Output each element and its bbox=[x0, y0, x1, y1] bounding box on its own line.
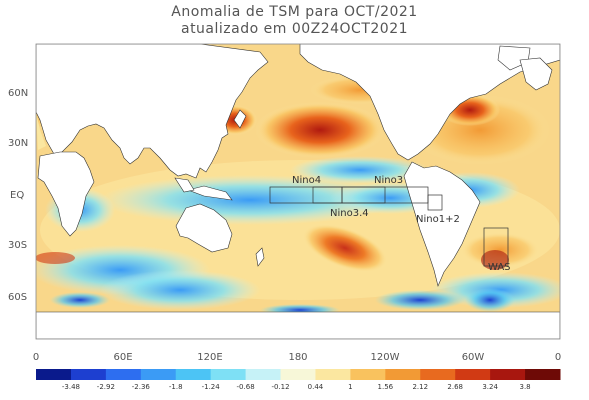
colorbar-swatch bbox=[210, 369, 247, 380]
lon-label: 180 bbox=[288, 352, 307, 363]
colorbar-swatch bbox=[455, 369, 491, 380]
lon-label: 0 bbox=[555, 352, 561, 363]
map-title: Anomalia de TSM para OCT/2021 bbox=[171, 4, 418, 20]
colorbar-swatch bbox=[490, 369, 526, 380]
colorbar-tick-label: 3.24 bbox=[482, 383, 498, 391]
lat-label: 30N bbox=[8, 138, 28, 149]
colorbar-tick-label: -0.68 bbox=[237, 383, 255, 391]
was-box bbox=[483, 227, 509, 267]
lat-label: EQ bbox=[10, 190, 24, 201]
colorbar-tick-label: 3.8 bbox=[519, 383, 530, 391]
colorbar-tick-label: -2.36 bbox=[132, 383, 151, 391]
nino3-label: Nino3 bbox=[374, 175, 403, 186]
nino-labels: Nino4 Nino3 Nino3.4 Nino1+2 WAS bbox=[292, 175, 511, 273]
land-masses bbox=[36, 44, 560, 339]
lat-label: 30S bbox=[8, 240, 27, 251]
colorbar-swatch bbox=[280, 369, 316, 380]
colorbar-tick-label: 2.68 bbox=[447, 383, 463, 391]
colorbar-swatch bbox=[105, 369, 142, 380]
colorbar-swatch bbox=[36, 369, 72, 380]
colorbar-tick-label: 2.12 bbox=[412, 383, 428, 391]
longitude-labels: 0 60E 120E 180 120W 60W 0 bbox=[33, 352, 561, 363]
lat-label: 60S bbox=[8, 292, 27, 303]
colorbar-tick-label: 1 bbox=[348, 383, 352, 391]
lon-label: 60W bbox=[462, 352, 485, 363]
nino12-label: Nino1+2 bbox=[416, 214, 460, 225]
colorbar-swatch bbox=[350, 369, 386, 380]
colorbar-tick-label: -3.48 bbox=[62, 383, 80, 391]
latitude-labels: 60N 30N EQ 30S 60S bbox=[8, 88, 28, 303]
nino34-box bbox=[312, 186, 386, 204]
lon-label: 120W bbox=[371, 352, 400, 363]
colorbar-tick-label: 0.44 bbox=[308, 383, 324, 391]
colorbar-tick-label: -0.12 bbox=[271, 383, 289, 391]
lat-label: 60N bbox=[8, 88, 28, 99]
was-label: WAS bbox=[488, 262, 511, 273]
colorbar-swatch bbox=[245, 369, 282, 380]
map-frame bbox=[35, 43, 561, 340]
colorbar-tick-label: -1.8 bbox=[169, 383, 183, 391]
lon-label: 0 bbox=[33, 352, 39, 363]
colorbar: -3.48 -2.92 -2.36 -1.8 -1.24 -0.68 -0.12 0.44 1 1… bbox=[36, 369, 561, 391]
nino34-label: Nino3.4 bbox=[330, 208, 369, 219]
colorbar-swatch bbox=[140, 369, 177, 380]
colorbar-swatch bbox=[175, 369, 212, 380]
colorbar-swatch bbox=[70, 369, 107, 380]
colorbar-swatch bbox=[420, 369, 456, 380]
colorbar-tick-label: 1.56 bbox=[378, 383, 394, 391]
colorbar-swatch bbox=[525, 369, 561, 380]
colorbar-swatch bbox=[315, 369, 351, 380]
nino4-label: Nino4 bbox=[292, 175, 321, 186]
map-subtitle: atualizado em 00Z24OCT2021 bbox=[180, 21, 409, 37]
colorbar-tick-label: -1.24 bbox=[202, 383, 221, 391]
colorbar-tick-label: -2.92 bbox=[97, 383, 115, 391]
lon-label: 120E bbox=[197, 352, 222, 363]
nino-boxes bbox=[269, 186, 509, 267]
colorbar-swatch bbox=[385, 369, 421, 380]
nino12-box bbox=[427, 194, 443, 211]
lon-label: 60E bbox=[113, 352, 132, 363]
